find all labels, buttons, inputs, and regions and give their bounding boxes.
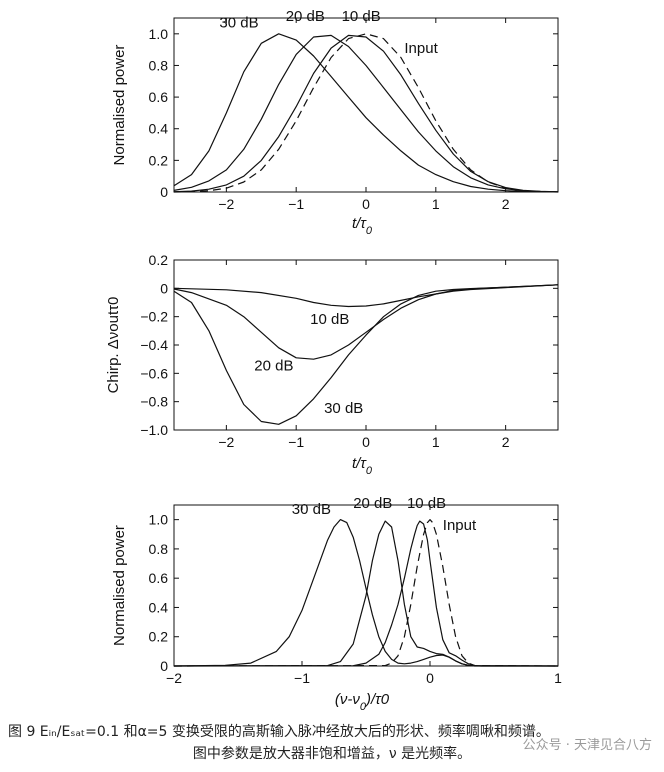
curve-label: 30 dB (324, 400, 363, 417)
y-tick-label: 0 (160, 280, 168, 296)
y-tick-label: −0.4 (140, 337, 168, 353)
caption-line-2: 图中参数是放大器非饱和增益，ν 是光频率。 (192, 746, 472, 762)
x-axis-label: t/τ0 (352, 215, 373, 237)
x-tick-label: 0 (426, 670, 434, 686)
y-tick-label: 0 (160, 658, 168, 674)
plot-frame (173, 17, 559, 193)
y-tick-label: 1.0 (149, 26, 169, 42)
y-tick-label: 0.4 (149, 121, 169, 137)
x-tick-label: −1 (288, 434, 304, 450)
y-tick-label: −0.2 (140, 309, 168, 325)
x-tick-label: 1 (432, 196, 440, 212)
series-line-30-db (173, 284, 559, 425)
x-tick-label: −1 (294, 670, 310, 686)
x-axis-label: (ν-ν0)/τ0 (335, 691, 390, 713)
y-tick-label: 0.2 (149, 152, 169, 168)
y-tick-label: 0.4 (149, 599, 169, 615)
y-tick-label: 0.2 (149, 629, 169, 645)
x-tick-label: −2 (166, 670, 182, 686)
x-tick-label: 0 (362, 434, 370, 450)
curve-label: 30 dB (219, 14, 258, 31)
chart-panel-2: −2 −1 0 1 2 −1.0 −0.8 −0.6 −0.4 −0.2 0 0.2 t/τ0 Chirp… (105, 252, 559, 477)
x-tick-label: 2 (502, 434, 510, 450)
y-tick-label: 0.8 (149, 541, 169, 557)
y-tick-label: −0.6 (140, 365, 168, 381)
y-tick-label: 1.0 (149, 512, 169, 528)
caption-line-1: 图 9 Eᵢₙ/Eₛₐₜ=0.1 和α=5 变换受限的高斯输入脉冲经放大后的形状… (8, 724, 550, 740)
curve-label: Input (443, 517, 477, 534)
series-line-20-db (173, 34, 559, 193)
chart-panel-3: −2 −1 0 1 0 0.2 0.4 0.6 0.8 1.0 (ν-ν0)/τ0 Normalise… (111, 495, 562, 713)
series-line-20-db (173, 284, 559, 360)
series-line-10-db (173, 34, 559, 193)
y-tick-label: 0 (160, 184, 168, 200)
y-tick-label: 0.2 (149, 252, 169, 268)
series-line-10-db (173, 284, 559, 308)
curve-label: 20 dB (286, 8, 325, 25)
plot-frame (173, 504, 559, 667)
plot-frame (173, 259, 559, 431)
curve-label: 20 dB (353, 495, 392, 512)
y-tick-label: −1.0 (140, 422, 168, 438)
x-tick-label: 2 (502, 196, 510, 212)
x-tick-label: 1 (432, 434, 440, 450)
x-tick-label: −2 (218, 434, 234, 450)
y-tick-label: −0.8 (140, 394, 168, 410)
x-tick-label: 1 (554, 670, 562, 686)
y-tick-label: 0.6 (149, 570, 169, 586)
y-axis-label: Normalised power (111, 525, 128, 646)
x-tick-label: 0 (362, 196, 370, 212)
watermark: 公众号 · 天津见合八方 (522, 738, 652, 753)
y-tick-label: 0.8 (149, 57, 169, 73)
y-axis-label: Chirp. Δνoutτ0 (105, 297, 122, 394)
series-line-input (173, 519, 559, 667)
series-line-20-db (173, 520, 558, 667)
series-line-30-db (173, 33, 559, 193)
x-tick-label: −1 (288, 196, 304, 212)
x-axis-label: t/τ0 (352, 455, 373, 477)
y-axis-label: Normalised power (111, 45, 128, 166)
curve-label: 10 dB (407, 495, 446, 512)
series-line-10-db (173, 520, 559, 667)
y-tick-label: 0.6 (149, 89, 169, 105)
curve-label: 10 dB (310, 311, 349, 328)
curve-label: Input (404, 40, 438, 57)
chart-panel-1: −2 −1 0 1 2 0 0.2 0.4 0.6 0.8 1.0 t/τ0 Normalised po… (111, 8, 559, 237)
x-tick-label: −2 (218, 196, 234, 212)
series-line-input (173, 33, 559, 193)
curve-label: 10 dB (342, 8, 381, 25)
curve-label: 30 dB (292, 501, 331, 518)
curve-label: 20 dB (254, 358, 293, 375)
